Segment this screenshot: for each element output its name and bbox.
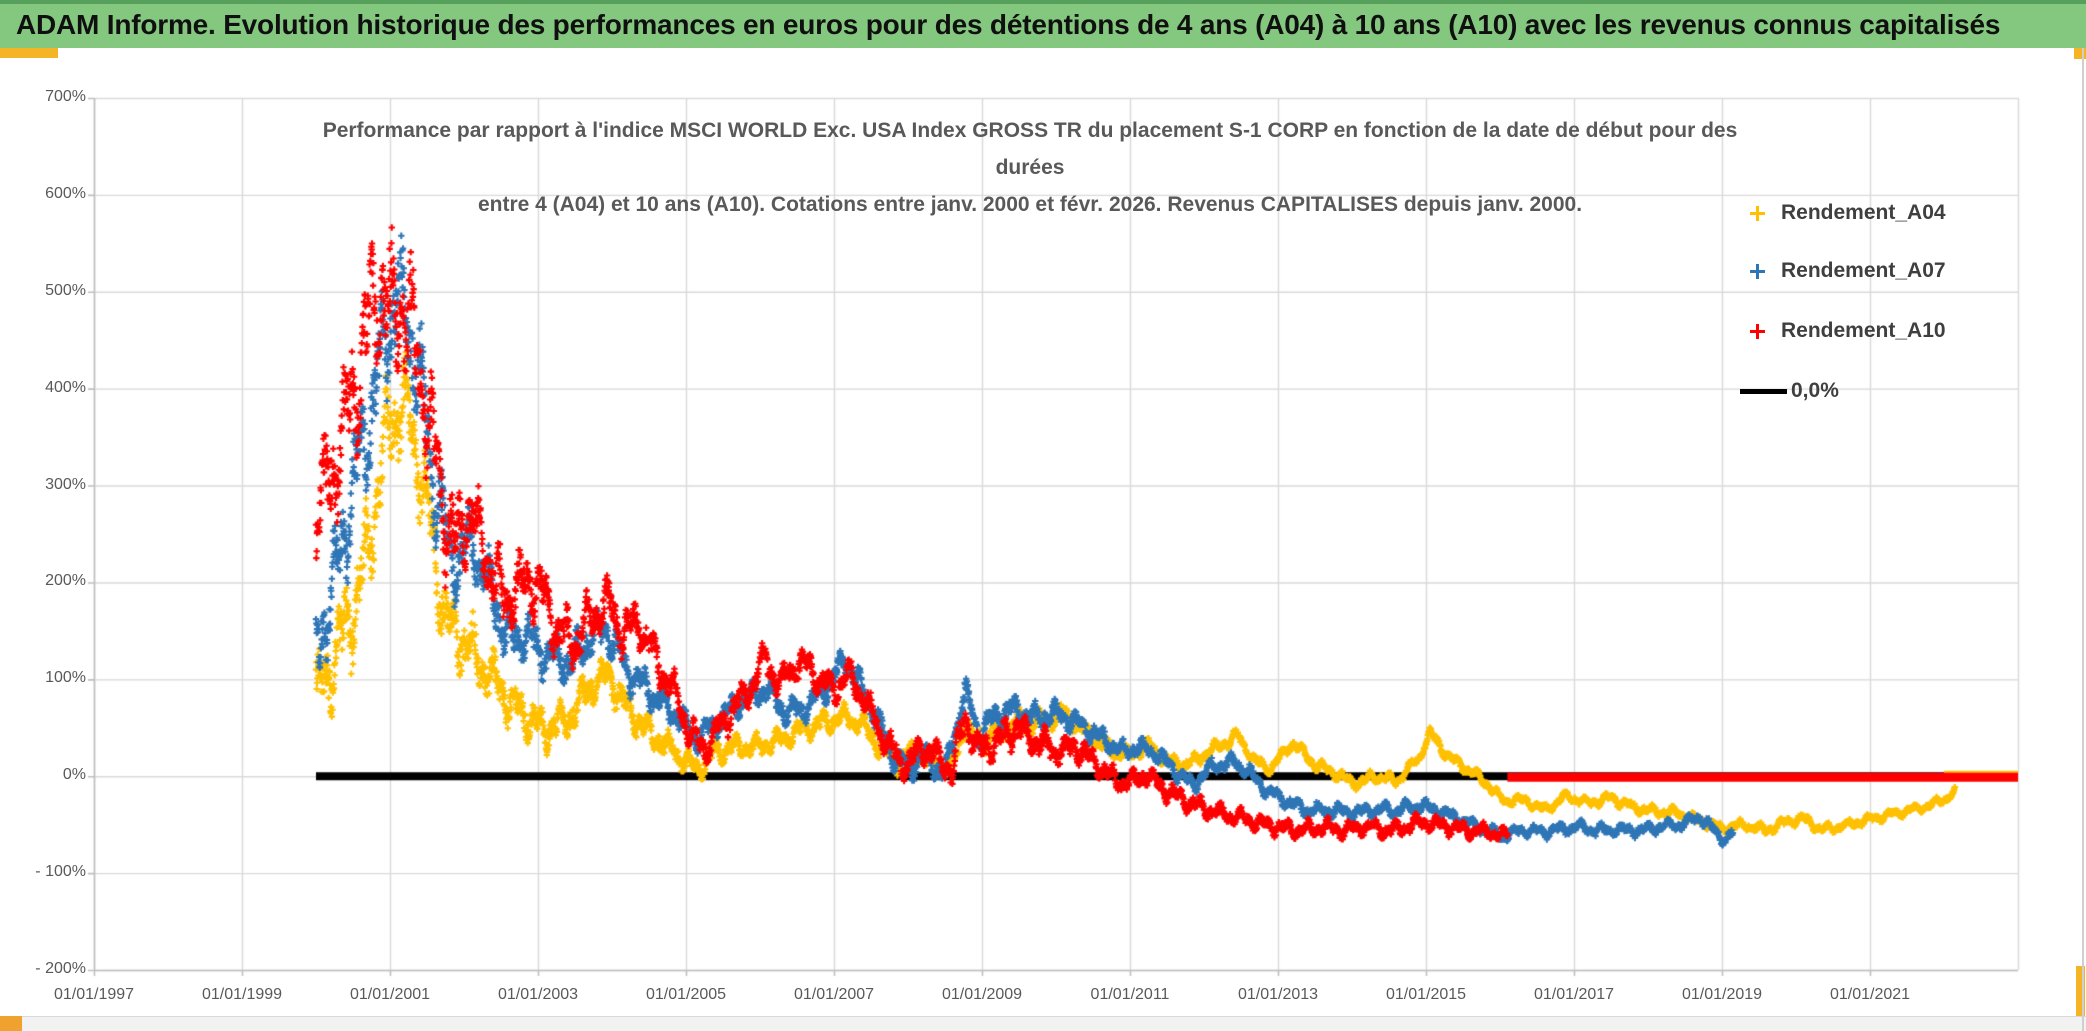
chart-title-line-1: Performance par rapport à l'indice MSCI … [322, 119, 1738, 142]
x-axis-tick-label: 01/01/2007 [793, 986, 875, 1003]
chart-title: Performance par rapport à l'indice MSCI … [150, 112, 1910, 223]
legend-label: 0,0% [1791, 379, 1839, 402]
x-axis-tick-label: 01/01/2005 [645, 986, 727, 1003]
window-bottom-strip [0, 1016, 2086, 1031]
window-right-border [2082, 48, 2084, 1031]
plus-marker-icon [1750, 323, 1765, 339]
x-axis-tick-label: 01/01/1997 [53, 986, 135, 1003]
performance-chart: 700% 600% 500% 400% 300% 200% 100% 0% - 100% - 20… [0, 48, 2082, 1016]
scatter-plot-canvas [0, 48, 2082, 1016]
chart-title-line-2: durées [995, 156, 1065, 179]
excel-cell-accent-top-left [0, 48, 58, 58]
x-axis-tick-label: 01/01/2021 [1829, 986, 1911, 1003]
legend-item-rendement-a10: Rendement_A10 [1740, 316, 1946, 346]
x-axis-tick-label: 01/01/2009 [941, 986, 1023, 1003]
y-axis-tick-label: 0% [62, 766, 86, 784]
zero-line-marker-icon [1740, 388, 1787, 394]
x-axis-tick-label: 01/01/1999 [201, 986, 283, 1003]
plus-marker-icon [1750, 263, 1765, 279]
legend-label: Rendement_A10 [1781, 319, 1946, 342]
y-axis-tick-label: 600% [45, 184, 86, 202]
x-axis-tick-label: 01/01/2017 [1533, 986, 1615, 1003]
y-axis-tick-label: - 100% [35, 863, 86, 881]
x-axis-tick-label: 01/01/2013 [1237, 986, 1319, 1003]
legend-label: Rendement_A04 [1781, 201, 1946, 224]
page-title: ADAM Informe. Evolution historique des p… [16, 9, 2001, 40]
legend-item-zero-line: 0,0% [1740, 376, 1839, 406]
y-axis-tick-label: 700% [45, 88, 86, 105]
excel-cell-accent-bottom-left [0, 1016, 22, 1031]
legend-item-rendement-a07: Rendement_A07 [1740, 256, 1946, 286]
y-axis-tick-label: 500% [45, 281, 86, 299]
x-axis-tick-label: 01/01/2003 [497, 986, 579, 1003]
x-axis-tick-label: 01/01/2019 [1681, 986, 1763, 1003]
y-axis-tick-label: 100% [45, 669, 86, 687]
excel-cell-accent-top-right [2074, 48, 2086, 59]
y-axis-tick-label: - 200% [35, 960, 86, 977]
plus-marker-icon [1750, 205, 1765, 221]
x-axis-tick-label: 01/01/2001 [349, 986, 431, 1003]
y-axis-tick-label: 200% [45, 572, 86, 590]
x-axis-tick-label: 01/01/2015 [1385, 986, 1467, 1003]
y-axis-tick-label: 400% [45, 378, 86, 396]
app-header-title-bar: ADAM Informe. Evolution historique des p… [0, 0, 2086, 48]
excel-cell-accent-bottom-right [2076, 966, 2085, 1031]
legend-label: Rendement_A07 [1781, 259, 1946, 282]
chart-title-line-3: entre 4 (A04) et 10 ans (A10). Cotations… [477, 193, 1583, 216]
y-axis-tick-label: 300% [45, 475, 86, 493]
x-axis-tick-label: 01/01/2011 [1090, 986, 1170, 1003]
legend-item-rendement-a04: Rendement_A04 [1740, 198, 1946, 228]
